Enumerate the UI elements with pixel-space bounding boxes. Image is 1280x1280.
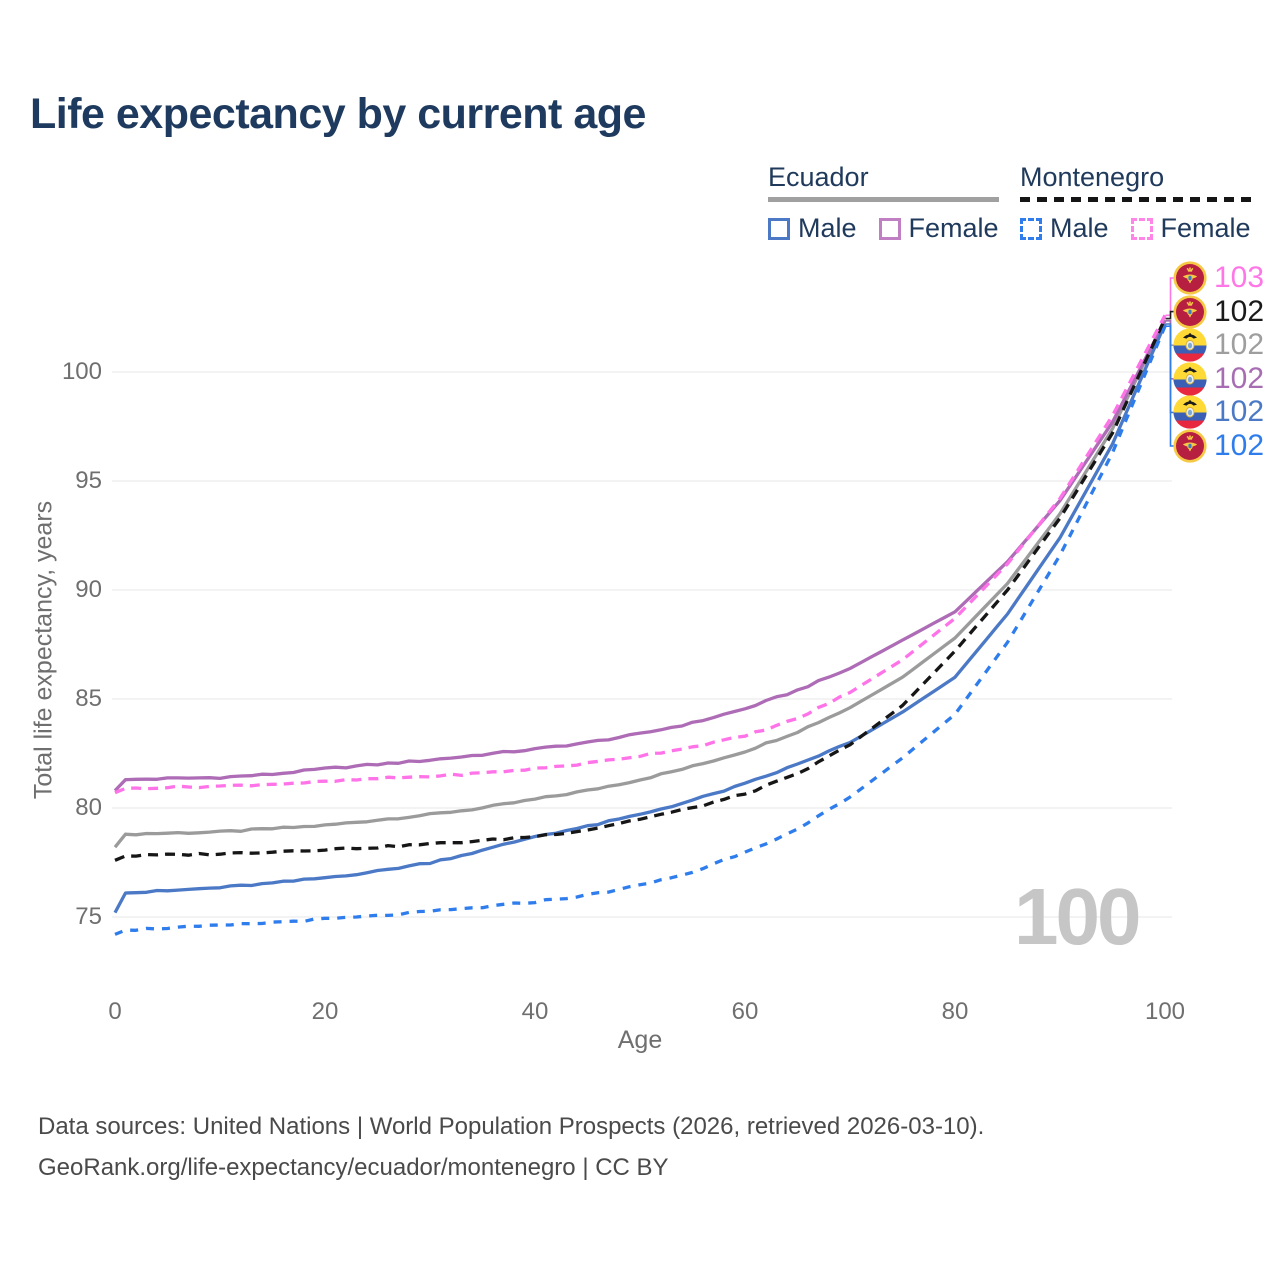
legend-item-montenegro-male[interactable]: Male (1020, 213, 1109, 244)
page-title: Life expectancy by current age (30, 90, 646, 138)
line-montenegro_male[interactable] (114, 325, 1167, 936)
montenegro-flag-icon (1173, 429, 1207, 463)
end-label-value: 102 (1214, 395, 1265, 429)
legend-item-label: Female (1160, 213, 1251, 243)
legend-group-ecuador: Ecuador Male Female (768, 162, 999, 244)
legend-swatch (768, 217, 790, 240)
legend-item-label: Female (908, 213, 999, 243)
x-axis-title: Age (617, 1026, 663, 1054)
legend-item-label: Male (1050, 213, 1109, 243)
line-montenegro_total[interactable] (114, 317, 1167, 862)
end-label-value: 102 (1214, 328, 1265, 362)
legend-group-montenegro: Montenegro Male Female (1020, 162, 1251, 244)
end-label-value: 102 (1214, 294, 1265, 328)
end-label-value: 103 (1214, 261, 1265, 294)
age-watermark: 100 (1014, 872, 1139, 961)
legend-country-label: Ecuador (768, 162, 869, 192)
ecuador-flag-icon (1173, 362, 1207, 396)
y-tick-label-75: 75 (75, 903, 102, 930)
legend-item-ecuador-female[interactable]: Female (878, 213, 999, 244)
x-tick-label-60: 60 (731, 998, 759, 1025)
line-ecuador_female[interactable] (113, 320, 1167, 792)
footer: Data sources: United Nations | World Pop… (38, 1106, 984, 1188)
x-tick-label-20: 20 (311, 998, 339, 1025)
y-tick-label-95: 95 (75, 467, 102, 494)
line-ecuador_total[interactable] (113, 318, 1167, 849)
legend-items: Male Female (768, 213, 999, 244)
ecuador-flag-icon (1173, 328, 1207, 362)
legend-item-label: Male (798, 213, 857, 243)
footer-data-sources: Data sources: United Nations | World Pop… (38, 1113, 985, 1140)
legend-items: Male Female (1020, 213, 1251, 244)
end-label-row-ecuador_female: 102 (1173, 362, 1264, 396)
x-tick-label-100: 100 (1144, 998, 1186, 1025)
end-label-value: 102 (1214, 361, 1265, 395)
legend-swatch (1130, 217, 1153, 240)
end-label-row-montenegro_total: 102 (1173, 295, 1264, 329)
montenegro-flag-icon (1173, 294, 1207, 329)
legend-item-ecuador-male[interactable]: Male (768, 213, 857, 244)
x-tick-label-40: 40 (521, 998, 549, 1025)
end-label-row-montenegro_male: 102 (1173, 429, 1264, 463)
legend-line-style-sample (1020, 197, 1251, 202)
legend-item-montenegro-female[interactable]: Female (1130, 213, 1251, 244)
legend-line-style-sample (768, 197, 999, 202)
x-tick-label-0: 0 (108, 998, 122, 1025)
end-label-row-montenegro_female: 103 (1173, 261, 1264, 295)
y-tick-label-90: 90 (75, 576, 102, 603)
end-label-row-ecuador_total: 102 (1173, 328, 1264, 362)
y-tick-label-80: 80 (75, 794, 102, 821)
montenegro-flag-icon (1173, 261, 1207, 295)
footer-attribution: GeoRank.org/life-expectancy/ecuador/mont… (38, 1154, 669, 1181)
line-ecuador_male[interactable] (113, 323, 1167, 914)
end-label-connector-montenegro_female (1165, 277, 1176, 317)
y-tick-label-85: 85 (75, 685, 102, 712)
legend-swatch (1020, 217, 1042, 240)
y-tick-label-100: 100 (61, 358, 102, 385)
legend-country-label: Montenegro (1020, 162, 1165, 192)
end-label-connector-montenegro_male (1165, 325, 1176, 447)
line-montenegro_female[interactable] (114, 314, 1167, 795)
end-label-row-ecuador_male: 102 (1173, 395, 1264, 429)
ecuador-flag-icon (1173, 395, 1207, 429)
end-label-value: 102 (1214, 429, 1265, 462)
x-tick-label-80: 80 (941, 998, 969, 1025)
end-label-connector-montenegro_total (1165, 310, 1176, 320)
legend-swatch (878, 217, 901, 240)
